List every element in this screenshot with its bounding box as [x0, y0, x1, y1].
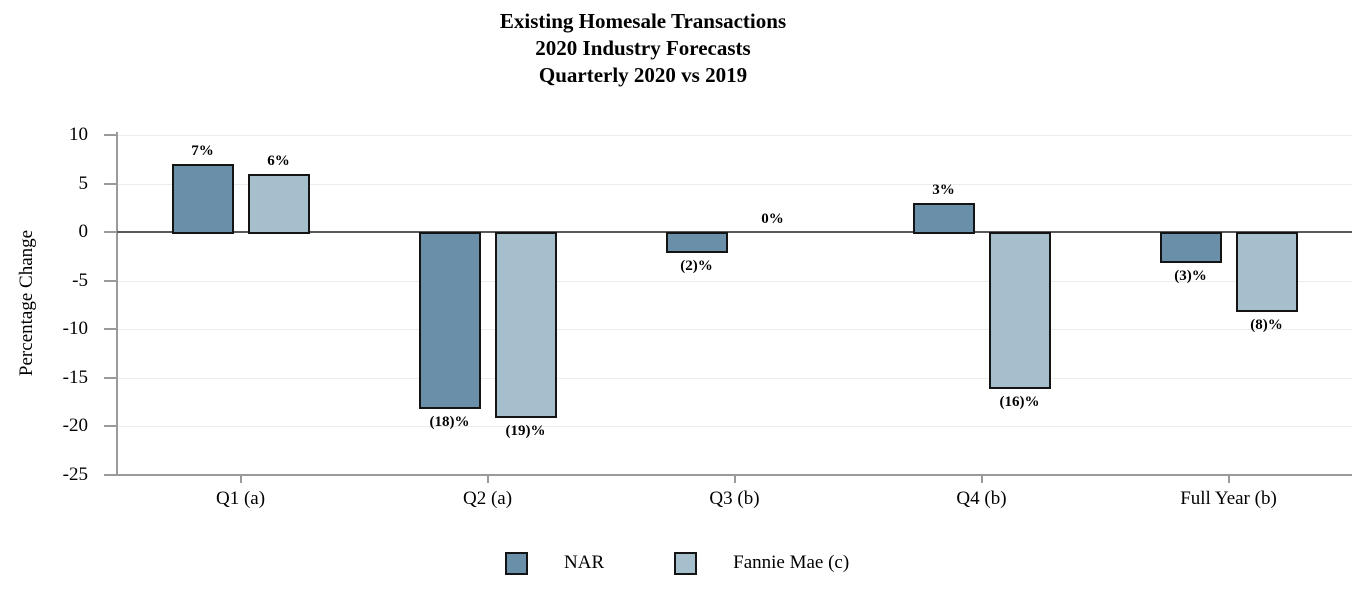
- y-axis-tick-label: -25: [62, 463, 88, 485]
- gridline: [117, 183, 1352, 185]
- y-axis-tick-label: 0: [78, 221, 89, 242]
- legend: NAR Fannie Mae (c): [505, 550, 849, 576]
- bar: [171, 164, 234, 234]
- y-axis-tick-label: -15: [62, 366, 88, 388]
- legend-label: NAR: [564, 552, 605, 573]
- bar: [665, 232, 728, 254]
- legend-item: Fannie Mae (c): [674, 550, 849, 576]
- bar: [247, 173, 310, 234]
- y-axis-tick-label: -10: [62, 318, 88, 339]
- bar: [1159, 232, 1222, 264]
- bar-value-label: (8)%: [1250, 316, 1283, 333]
- y-axis-tick: [104, 328, 117, 330]
- gridline: [117, 377, 1352, 379]
- y-axis-tick: [104, 134, 117, 136]
- chart-title: Existing Homesale Transactions 2020 Indu…: [0, 8, 1286, 89]
- y-axis-line: [116, 132, 118, 475]
- bar-value-label: (2)%: [680, 258, 713, 275]
- x-axis-tick-label: Q1 (a): [215, 487, 266, 509]
- bar-value-label: (16)%: [999, 394, 1040, 411]
- bar-value-label: (18)%: [429, 413, 470, 430]
- x-axis-tick-label: Q3 (b): [709, 487, 760, 509]
- x-axis-tick: [733, 474, 736, 483]
- y-axis-tick-label: -5: [72, 269, 88, 291]
- y-axis-tick-label: 5: [78, 172, 89, 194]
- bar-value-label: 0%: [761, 211, 784, 227]
- zero-line: [117, 231, 1352, 233]
- y-axis-tick: [104, 279, 117, 282]
- x-axis-tick: [486, 474, 489, 483]
- x-axis-tick: [1227, 474, 1230, 483]
- gridline: [117, 135, 1352, 136]
- y-axis-tick-label: -20: [62, 415, 88, 436]
- gridline: [117, 426, 1352, 427]
- gridline: [117, 280, 1352, 282]
- chart-title-line-3: Quarterly 2020 vs 2019: [538, 63, 748, 87]
- x-axis-tick-label: Q4 (b): [956, 487, 1007, 509]
- bar: [988, 232, 1051, 390]
- legend-swatch: [505, 551, 528, 575]
- y-axis-tick: [104, 231, 117, 233]
- legend-swatch: [674, 551, 698, 575]
- chart-title-line-1: Existing Homesale Transactions: [499, 9, 787, 33]
- bar: [418, 232, 481, 409]
- x-axis-tick-label: Q2 (a): [462, 487, 513, 509]
- gridline: [117, 329, 1352, 330]
- bar-value-label: (19)%: [505, 423, 546, 440]
- y-axis-tick: [104, 182, 117, 185]
- bar-value-label: 7%: [191, 143, 214, 160]
- bar-value-label: 6%: [267, 152, 290, 169]
- x-axis-line: [104, 473, 1352, 476]
- legend-label: Fannie Mae (c): [733, 552, 850, 573]
- y-axis-tick: [104, 376, 117, 379]
- legend-item: NAR: [505, 550, 604, 576]
- bar: [1235, 232, 1298, 312]
- y-axis-tick: [104, 425, 117, 427]
- x-axis-tick: [980, 474, 983, 483]
- bar: [912, 202, 975, 234]
- y-axis-tick-label: 10: [69, 124, 88, 145]
- chart-title-line-2: 2020 Industry Forecasts: [535, 36, 751, 60]
- bar-value-label: (3)%: [1174, 268, 1207, 285]
- bar-value-label: 3%: [932, 181, 955, 198]
- bar: [494, 232, 557, 419]
- x-axis-tick-label: Full Year (b): [1180, 487, 1277, 509]
- x-axis-tick: [239, 474, 242, 483]
